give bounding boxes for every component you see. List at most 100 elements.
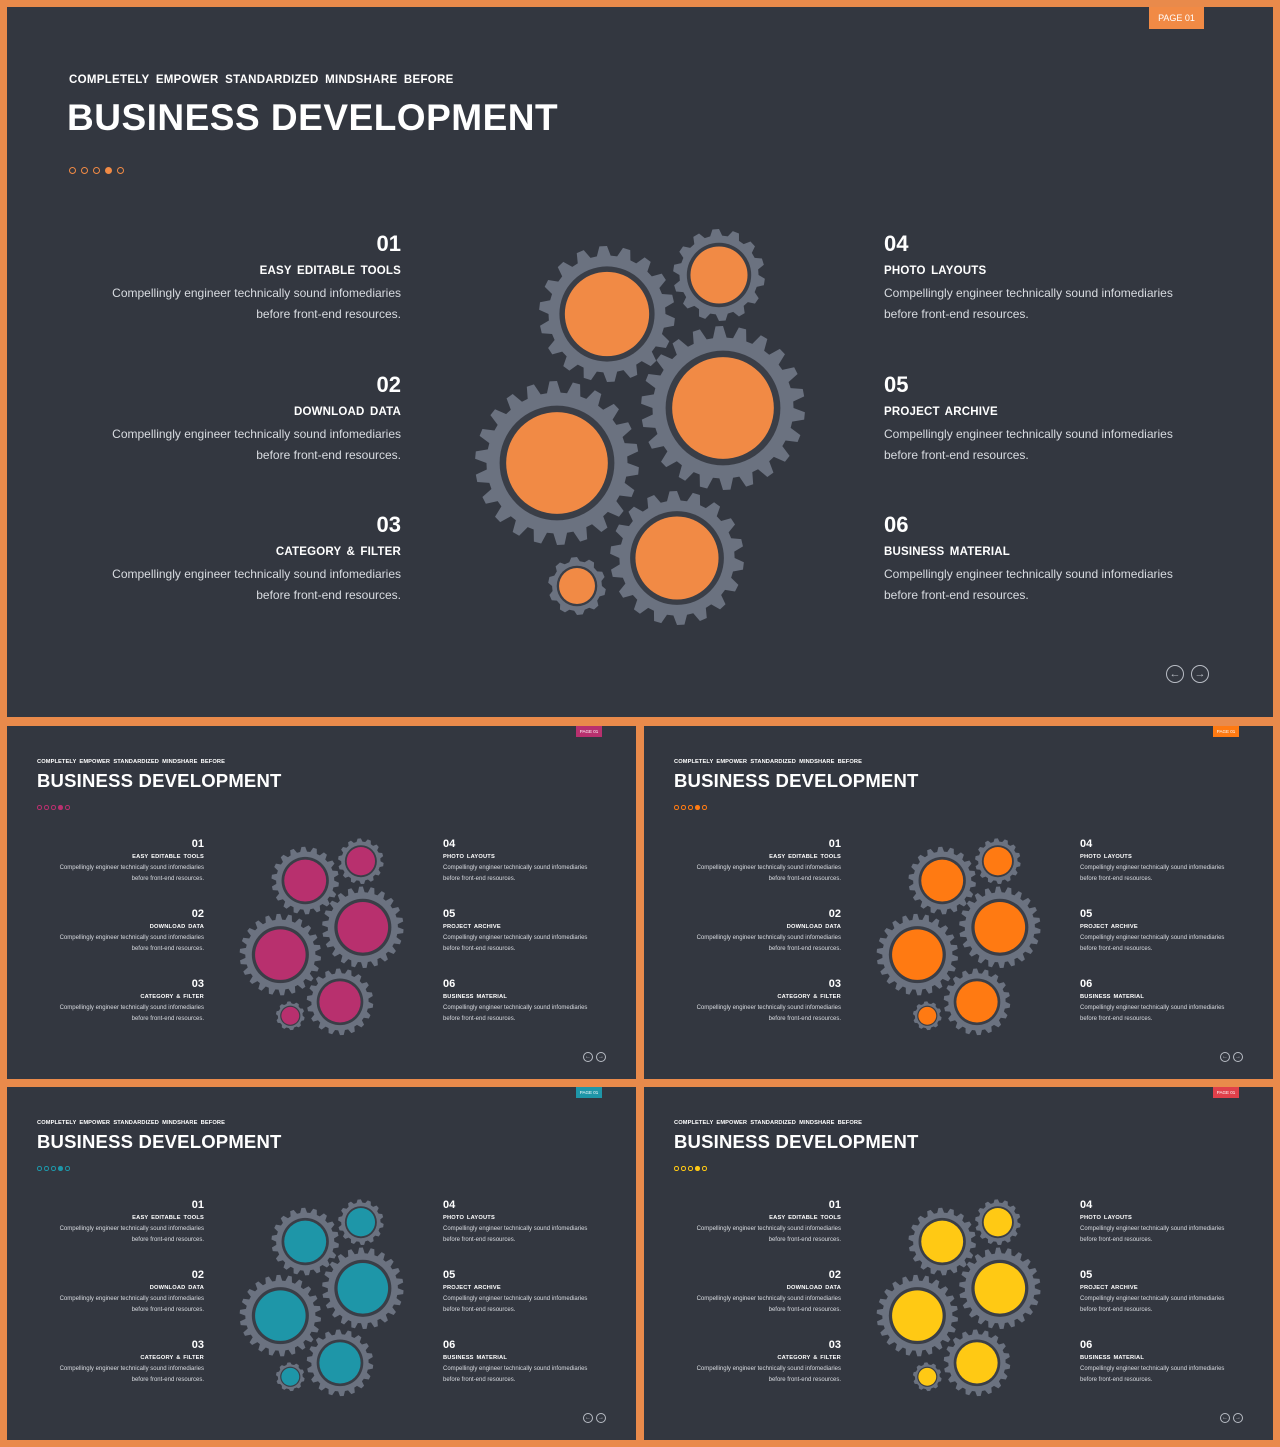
gear-center xyxy=(281,1367,300,1386)
feature-description: Compellingly engineer technically sound … xyxy=(696,1226,841,1243)
feature-heading: BUSINESS MATERIAL xyxy=(1080,994,1145,1000)
gear-center xyxy=(319,981,361,1023)
slide-variant-teal: PAGE 01 COMPLETELY EMPOWER STANDARDIZED M… xyxy=(7,1087,636,1440)
feature-description: Compellingly engineer technically sound … xyxy=(443,1005,588,1022)
feature-description: Compellingly engineer technically sound … xyxy=(112,286,401,321)
prev-arrow-icon[interactable]: ← xyxy=(583,1052,593,1062)
gear-center xyxy=(506,412,608,514)
prev-arrow-icon[interactable]: ← xyxy=(1220,1052,1230,1062)
feature-item-01: 01 EASY EDITABLE TOOLS Compellingly engi… xyxy=(54,1199,204,1245)
page-badge: PAGE 01 xyxy=(576,1087,602,1098)
feature-item-06: 06 BUSINESS MATERIAL Compellingly engine… xyxy=(443,1339,593,1385)
progress-dot xyxy=(51,1166,56,1171)
gear-center xyxy=(255,1290,306,1341)
slide-variant-yellow: PAGE 01 COMPLETELY EMPOWER STANDARDIZED M… xyxy=(644,1087,1273,1440)
feature-number: 02 xyxy=(828,908,841,920)
feature-item-02: 02 DOWNLOAD DATA Compellingly engineer t… xyxy=(691,908,841,954)
feature-description: Compellingly engineer technically sound … xyxy=(696,935,841,952)
next-arrow-icon[interactable]: → xyxy=(1233,1413,1243,1423)
next-arrow-icon[interactable]: → xyxy=(1191,665,1209,683)
gear-center xyxy=(346,1208,376,1237)
progress-dot xyxy=(688,1166,693,1171)
progress-dot xyxy=(44,805,49,810)
slide-title: BUSINESS DEVELOPMENT xyxy=(37,1131,282,1152)
feature-heading: DOWNLOAD DATA xyxy=(149,924,204,930)
slide-nav: ← → xyxy=(583,1052,606,1062)
feature-description: Compellingly engineer technically sound … xyxy=(1080,1366,1225,1383)
feature-number: 05 xyxy=(443,908,456,920)
page-badge: PAGE 01 xyxy=(1213,1087,1239,1098)
feature-heading: PROJECT ARCHIVE xyxy=(1080,1285,1138,1291)
feature-item-04: 04 PHOTO LAYOUTS Compellingly engineer t… xyxy=(443,1199,593,1245)
gear-center xyxy=(956,981,998,1023)
feature-item-02: 02 DOWNLOAD DATA Compellingly engineer t… xyxy=(54,1269,204,1315)
feature-description: Compellingly engineer technically sound … xyxy=(696,1296,841,1313)
gear-center xyxy=(255,929,306,980)
slide-title: BUSINESS DEVELOPMENT xyxy=(674,770,919,791)
feature-item-01: 01 EASY EDITABLE TOOLS Compellingly engi… xyxy=(54,838,204,884)
feature-description: Compellingly engineer technically sound … xyxy=(59,865,204,882)
feature-heading: PHOTO LAYOUTS xyxy=(1080,854,1132,860)
feature-heading: EASY EDITABLE TOOLS xyxy=(259,265,401,277)
progress-dot xyxy=(93,167,100,174)
prev-arrow-icon[interactable]: ← xyxy=(1166,665,1184,683)
feature-description: Compellingly engineer technically sound … xyxy=(1080,1296,1225,1313)
feature-item-03: 03 CATEGORY & FILTER Compellingly engine… xyxy=(691,1339,841,1385)
feature-number: 05 xyxy=(443,1269,456,1281)
feature-heading: PROJECT ARCHIVE xyxy=(884,406,998,418)
feature-description: Compellingly engineer technically sound … xyxy=(59,1366,204,1383)
progress-dot xyxy=(681,1166,686,1171)
progress-dot xyxy=(681,805,686,810)
feature-heading: CATEGORY & FILTER xyxy=(777,1355,841,1361)
feature-number: 04 xyxy=(1080,1199,1093,1211)
feature-heading: EASY EDITABLE TOOLS xyxy=(769,854,841,860)
feature-heading: DOWNLOAD DATA xyxy=(786,924,841,930)
next-arrow-icon[interactable]: → xyxy=(596,1413,606,1423)
slide-variant-magenta: PAGE 01 COMPLETELY EMPOWER STANDARDIZED M… xyxy=(7,726,636,1079)
progress-dot xyxy=(688,805,693,810)
feature-description: Compellingly engineer technically sound … xyxy=(1080,865,1225,882)
feature-heading: DOWNLOAD DATA xyxy=(293,406,401,418)
feature-number: 02 xyxy=(191,908,204,920)
feature-description: Compellingly engineer technically sound … xyxy=(884,286,1173,321)
slide-nav: ← → xyxy=(1166,665,1209,683)
slide-title: BUSINESS DEVELOPMENT xyxy=(37,770,282,791)
feature-description: Compellingly engineer technically sound … xyxy=(1080,1005,1225,1022)
feature-description: Compellingly engineer technically sound … xyxy=(696,1366,841,1383)
feature-number: 03 xyxy=(828,1339,841,1351)
next-arrow-icon[interactable]: → xyxy=(1233,1052,1243,1062)
feature-number: 06 xyxy=(443,978,456,990)
feature-description: Compellingly engineer technically sound … xyxy=(443,1296,588,1313)
prev-arrow-icon[interactable]: ← xyxy=(583,1413,593,1423)
gears-illustration xyxy=(475,229,805,625)
gear-center xyxy=(346,847,376,876)
progress-dot xyxy=(81,167,88,174)
feature-description: Compellingly engineer technically sound … xyxy=(1080,935,1225,952)
feature-item-06: 06 BUSINESS MATERIAL Compellingly engine… xyxy=(1080,978,1230,1024)
feature-number: 02 xyxy=(376,372,401,397)
slide-variant-orange: PAGE 01 COMPLETELY EMPOWER STANDARDIZED M… xyxy=(644,726,1273,1079)
feature-heading: BUSINESS MATERIAL xyxy=(884,546,1010,558)
slide-kicker: COMPLETELY EMPOWER STANDARDIZED MINDSHAR… xyxy=(674,759,862,765)
slide-nav: ← → xyxy=(1220,1413,1243,1423)
progress-dots xyxy=(37,1166,70,1171)
prev-arrow-icon[interactable]: ← xyxy=(1220,1413,1230,1423)
feature-item-03: 03 CATEGORY & FILTER Compellingly engine… xyxy=(691,978,841,1024)
feature-heading: BUSINESS MATERIAL xyxy=(1080,1355,1145,1361)
gear-center xyxy=(974,1263,1026,1314)
feature-description: Compellingly engineer technically sound … xyxy=(59,935,204,952)
feature-description: Compellingly engineer technically sound … xyxy=(443,865,588,882)
page-badge: PAGE 01 xyxy=(1149,7,1204,29)
gear-center xyxy=(635,516,719,600)
page-badge: PAGE 01 xyxy=(1213,726,1239,737)
feature-item-04: 04 PHOTO LAYOUTS Compellingly engineer t… xyxy=(1080,1199,1230,1245)
feature-item-01: 01 EASY EDITABLE TOOLS Compellingly engi… xyxy=(691,1199,841,1245)
next-arrow-icon[interactable]: → xyxy=(596,1052,606,1062)
feature-heading: BUSINESS MATERIAL xyxy=(443,1355,508,1361)
feature-heading: PROJECT ARCHIVE xyxy=(443,1285,501,1291)
feature-item-04: 04 PHOTO LAYOUTS Compellingly engineer t… xyxy=(1080,838,1230,884)
progress-dots xyxy=(674,805,707,810)
feature-item-03: 03 CATEGORY & FILTER Compellingly engine… xyxy=(54,978,204,1024)
feature-number: 06 xyxy=(884,512,909,537)
feature-heading: CATEGORY & FILTER xyxy=(140,1355,204,1361)
